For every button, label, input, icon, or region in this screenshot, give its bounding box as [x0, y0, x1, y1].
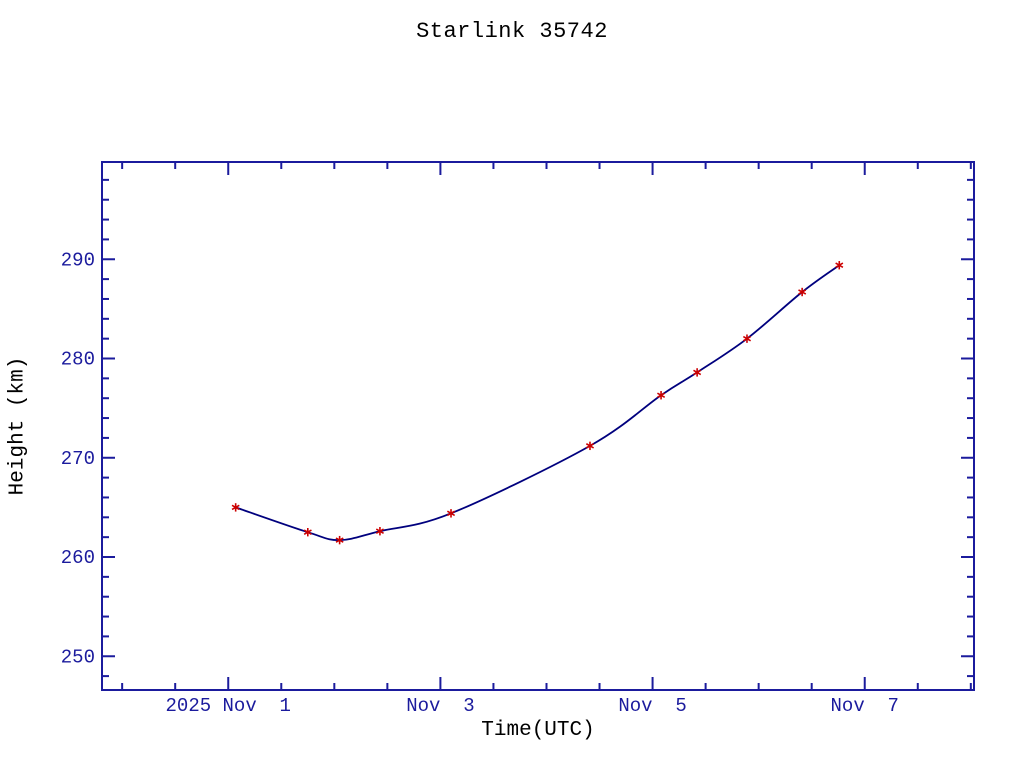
x-tick-label: Nov 3 — [406, 695, 474, 717]
chart-title: Starlink 35742 — [416, 19, 608, 44]
y-tick-label: 250 — [61, 646, 95, 668]
asterisk-center — [745, 337, 749, 340]
asterisk-center — [695, 371, 699, 374]
x-tick-label: Nov 7 — [831, 695, 899, 717]
x-axis-label: Time(UTC) — [481, 719, 595, 742]
asterisk-center — [588, 444, 592, 448]
asterisk-center — [800, 290, 804, 294]
asterisk-center — [449, 512, 453, 515]
height-curve — [235, 264, 840, 542]
asterisk-center — [378, 529, 382, 533]
data-point-marker — [742, 334, 752, 343]
data-point-marker — [657, 391, 666, 400]
x-tick-label: 2025 Nov 1 — [166, 695, 291, 717]
asterisk-center — [659, 393, 663, 397]
data-point-marker — [375, 527, 384, 536]
asterisk-center — [306, 530, 310, 534]
data-point-marker — [231, 503, 240, 512]
y-tick-label: 280 — [61, 349, 95, 371]
data-point-marker — [335, 535, 344, 545]
asterisk-center — [234, 506, 237, 509]
x-tick-label: Nov 5 — [618, 695, 686, 717]
data-point-marker — [693, 368, 702, 377]
data-point-marker — [303, 527, 312, 537]
plot-frame — [101, 161, 975, 691]
data-point-marker — [446, 509, 456, 518]
y-tick-label: 270 — [61, 448, 95, 470]
y-tick-label: 260 — [61, 547, 95, 569]
asterisk-center — [837, 263, 841, 267]
data-point-marker — [798, 287, 807, 297]
data-point-marker — [585, 441, 595, 451]
y-tick-label: 290 — [61, 249, 95, 271]
asterisk-center — [338, 538, 341, 542]
data-point-marker — [835, 261, 844, 270]
